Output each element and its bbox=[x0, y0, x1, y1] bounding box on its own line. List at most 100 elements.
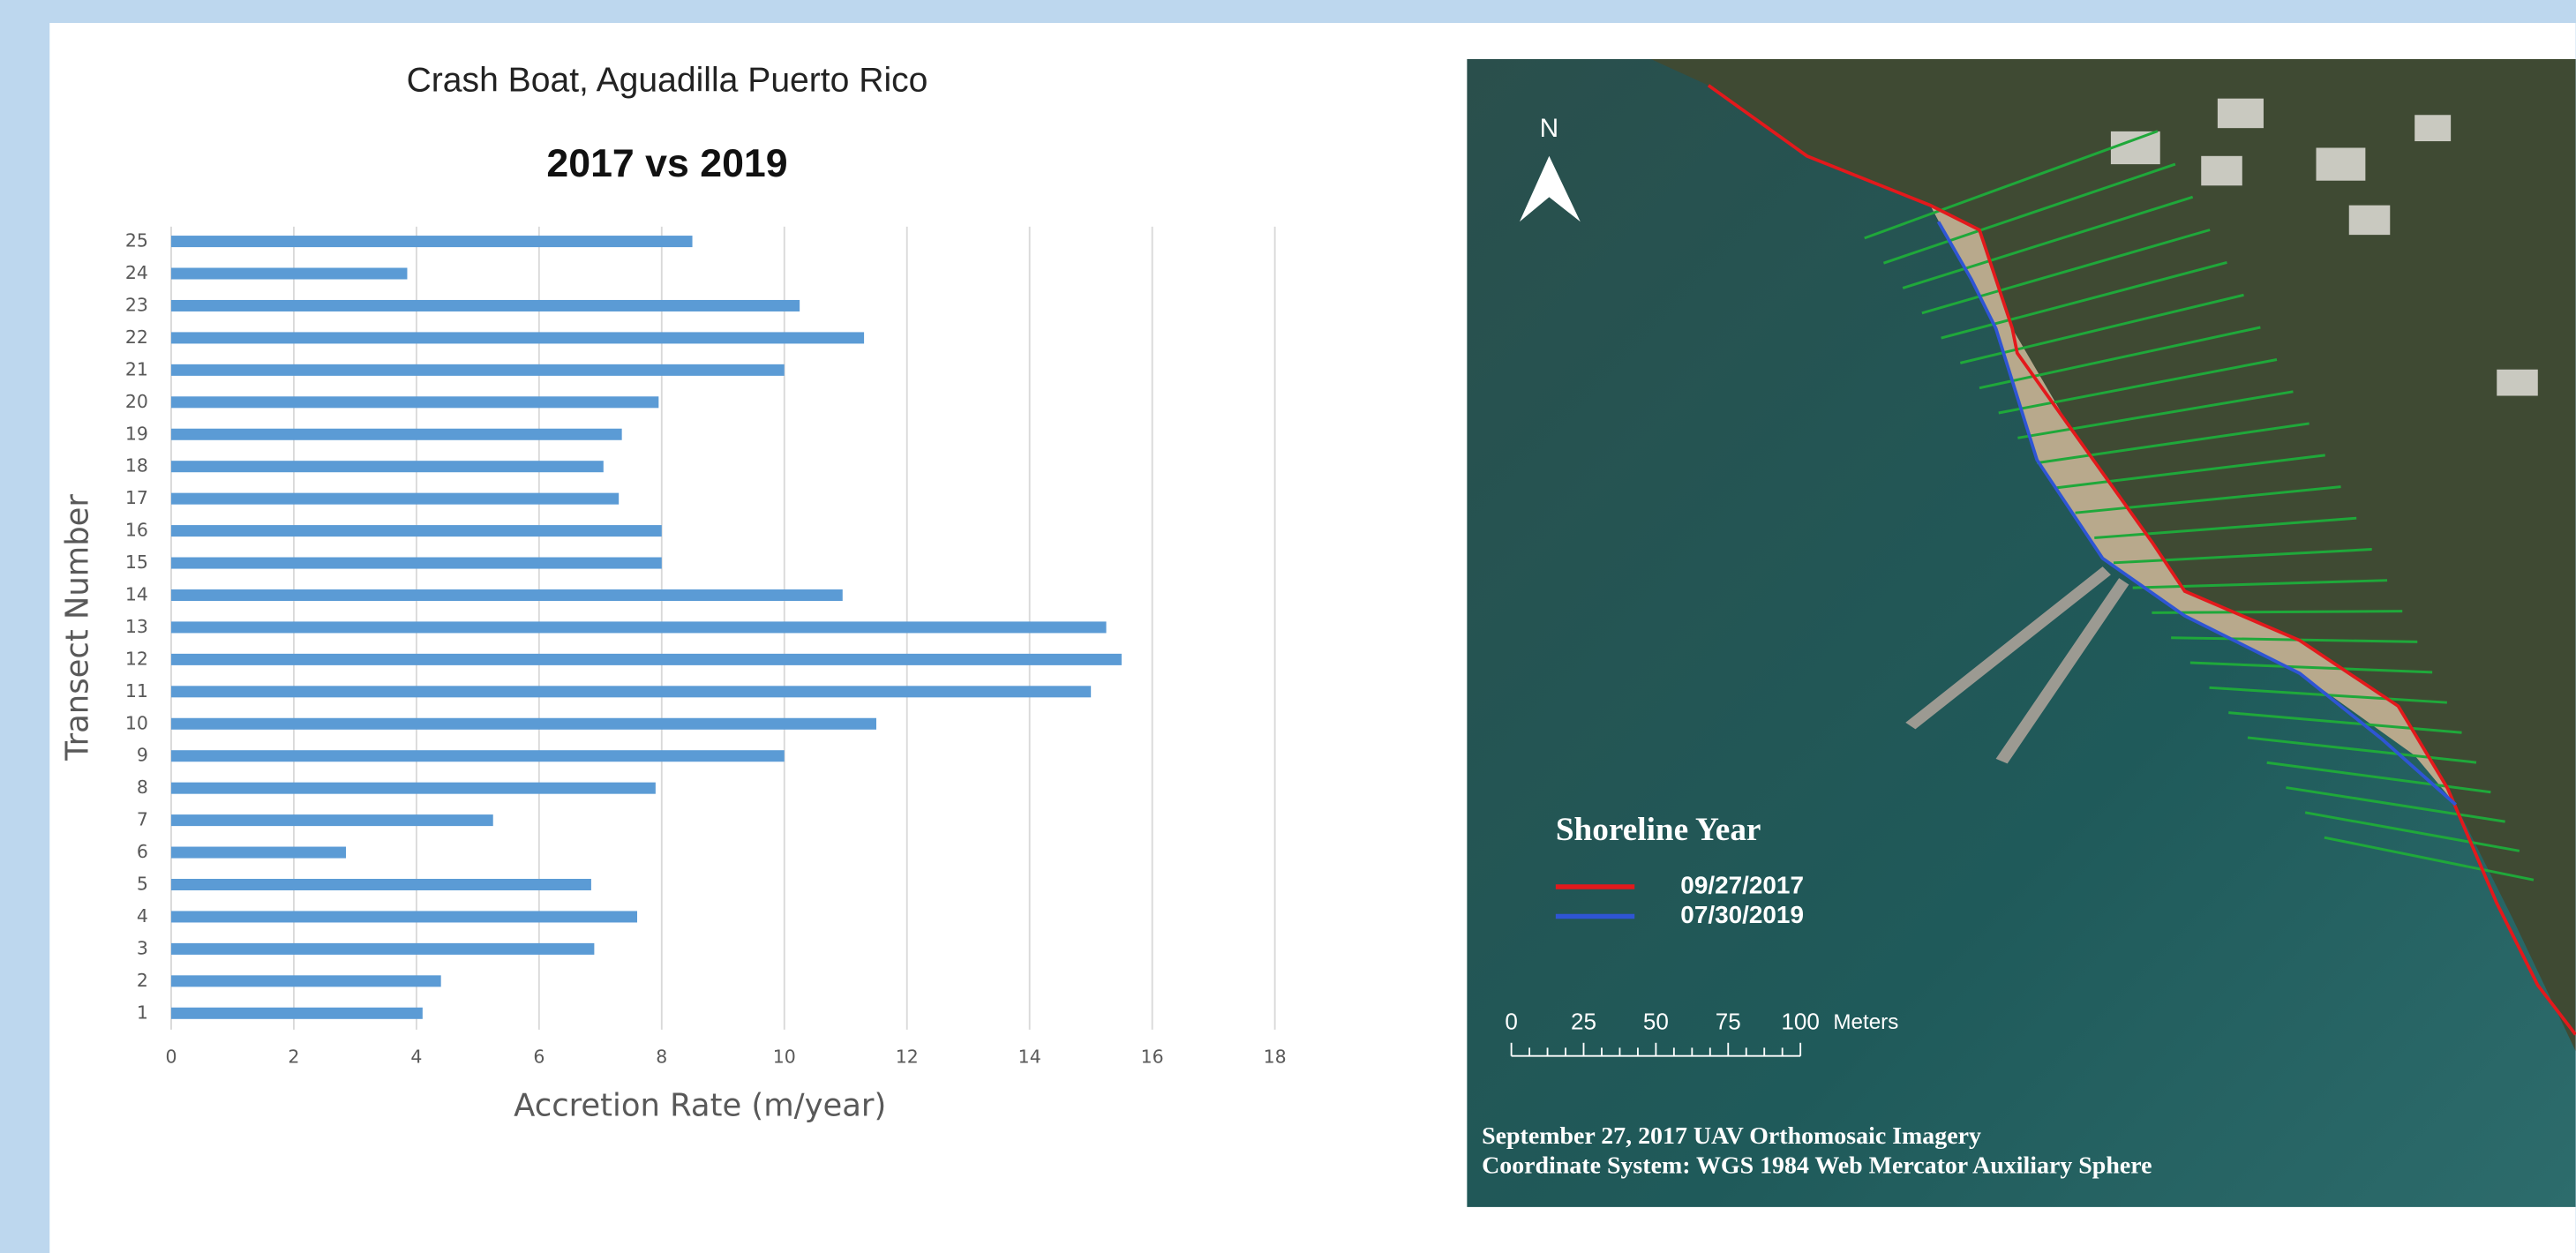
y-tick-label: 23 bbox=[125, 294, 148, 315]
bar bbox=[170, 428, 622, 440]
bar bbox=[170, 364, 785, 376]
x-tick-label: 14 bbox=[1018, 1047, 1041, 1068]
y-tick-label: 14 bbox=[125, 583, 148, 604]
bar bbox=[170, 814, 493, 827]
bar bbox=[170, 589, 843, 601]
legend-title: Shoreline Year bbox=[1556, 812, 1761, 848]
x-tick-label: 12 bbox=[896, 1047, 919, 1068]
bar bbox=[170, 267, 408, 280]
transect bbox=[1882, 162, 2176, 265]
bar bbox=[170, 299, 800, 311]
map: N Shoreline Year 09/27/2017 07/30/2019 0 2… bbox=[1467, 58, 2576, 1207]
scale-label: 100 bbox=[1781, 1008, 1819, 1034]
chart-title: Crash Boat, Aguadilla Puerto Rico bbox=[407, 61, 928, 99]
y-tick-label: 10 bbox=[125, 712, 148, 733]
transect bbox=[2075, 485, 2341, 514]
bar bbox=[170, 911, 638, 923]
y-tick-label: 22 bbox=[125, 326, 148, 348]
transect bbox=[2247, 736, 2477, 764]
bar bbox=[170, 975, 441, 987]
bar bbox=[170, 557, 662, 569]
transect bbox=[2094, 516, 2357, 539]
y-tick-label: 12 bbox=[125, 648, 148, 669]
y-tick-label: 9 bbox=[137, 745, 148, 766]
y-tick-label: 11 bbox=[125, 680, 148, 702]
y-tick-label: 16 bbox=[125, 520, 148, 541]
x-axis-label: Accretion Rate (m/year) bbox=[514, 1087, 886, 1123]
transect bbox=[2055, 454, 2325, 490]
bar bbox=[170, 332, 865, 344]
map-legend: 09/27/2017 07/30/2019 bbox=[1555, 871, 1804, 928]
bar bbox=[170, 878, 591, 891]
transect bbox=[2228, 711, 2462, 734]
bar bbox=[170, 525, 662, 537]
shoreline-2019 bbox=[1936, 221, 2457, 807]
transect bbox=[1921, 229, 2211, 315]
bar bbox=[170, 236, 693, 248]
y-tick-label: 3 bbox=[137, 937, 148, 958]
transect bbox=[2189, 661, 2433, 674]
x-tick-label: 0 bbox=[165, 1047, 176, 1068]
y-tick-label: 21 bbox=[125, 358, 148, 379]
scale-label: 25 bbox=[1571, 1008, 1596, 1034]
land bbox=[1650, 58, 2576, 1052]
x-tick-label: 18 bbox=[1264, 1047, 1287, 1068]
transect bbox=[2286, 786, 2505, 823]
y-tick-label: 25 bbox=[125, 230, 148, 251]
bar bbox=[170, 782, 656, 794]
transect bbox=[2324, 836, 2535, 882]
bar bbox=[170, 846, 346, 859]
scale-bar: 0 25 50 75 100 Meters bbox=[1505, 1008, 1898, 1057]
x-tick-label: 2 bbox=[288, 1047, 299, 1068]
transect bbox=[1902, 195, 2194, 289]
bar bbox=[170, 396, 659, 409]
bar bbox=[170, 621, 1107, 634]
y-tick-label: 5 bbox=[137, 873, 148, 894]
transect bbox=[2304, 811, 2520, 852]
legend-label: 09/27/2017 bbox=[1680, 871, 1804, 898]
y-tick-label: 19 bbox=[125, 423, 148, 444]
chart-subtitle: 2017 vs 2019 bbox=[546, 142, 787, 185]
transect bbox=[2017, 390, 2294, 439]
x-tick-label: 4 bbox=[410, 1047, 422, 1068]
y-axis-label: Transect Number bbox=[60, 494, 96, 762]
bar bbox=[170, 750, 785, 762]
transect bbox=[1979, 326, 2261, 390]
y-tick-label: 6 bbox=[137, 841, 148, 862]
bar bbox=[170, 492, 620, 505]
y-tick-label: 1 bbox=[137, 1002, 148, 1023]
transect bbox=[1998, 358, 2278, 415]
legend-label: 07/30/2019 bbox=[1680, 901, 1804, 928]
transect bbox=[2132, 579, 2388, 589]
y-tick-label: 17 bbox=[125, 487, 148, 508]
y-tick-label: 13 bbox=[125, 616, 148, 637]
shoreline-2017 bbox=[1707, 84, 2576, 1036]
x-tick-label: 8 bbox=[656, 1047, 667, 1068]
y-tick-label: 8 bbox=[137, 777, 148, 798]
y-tick-label: 18 bbox=[125, 455, 148, 476]
north-label: N bbox=[1540, 114, 1559, 143]
north-arrow bbox=[1519, 155, 1581, 222]
buildings bbox=[2110, 98, 2538, 396]
plot: 0 2 4 6 8 10 12 14 16 181234567891011121314151617… bbox=[125, 226, 1287, 1068]
bar bbox=[170, 1007, 423, 1019]
transect bbox=[2036, 422, 2309, 465]
bar bbox=[170, 461, 604, 473]
footer-line: September 27, 2017 UAV Orthomosaic Image… bbox=[1482, 1122, 1981, 1150]
y-tick-label: 15 bbox=[125, 551, 148, 573]
x-tick-label: 10 bbox=[773, 1047, 796, 1068]
y-tick-label: 2 bbox=[137, 970, 148, 991]
x-tick-label: 16 bbox=[1141, 1047, 1164, 1068]
bar bbox=[170, 686, 1092, 698]
y-tick-label: 4 bbox=[137, 905, 148, 927]
transect bbox=[1941, 261, 2227, 340]
beach bbox=[1930, 205, 2456, 805]
transects bbox=[1864, 130, 2535, 882]
scale-unit: Meters bbox=[1833, 1010, 1898, 1034]
y-tick-label: 24 bbox=[125, 262, 148, 283]
transect bbox=[2152, 610, 2403, 614]
x-tick-label: 6 bbox=[533, 1047, 544, 1068]
scale-label: 0 bbox=[1505, 1008, 1518, 1034]
